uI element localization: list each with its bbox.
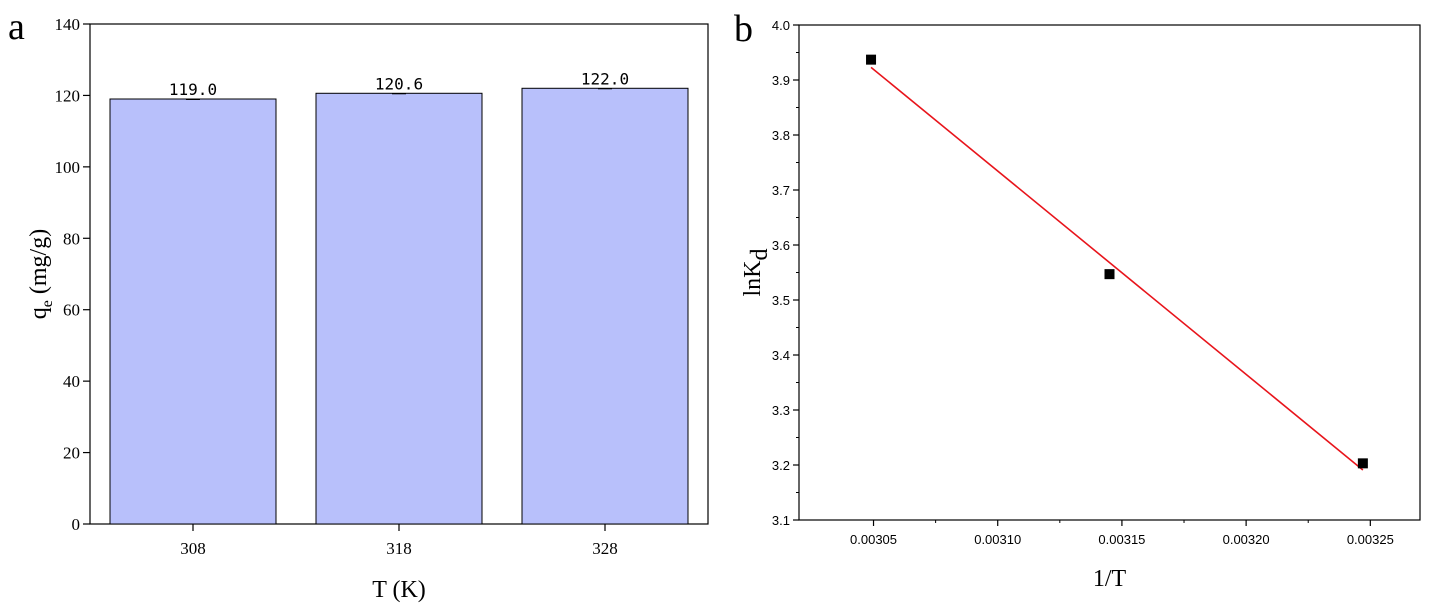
y-tick-label: 140 [55,15,81,34]
data-point [866,54,877,65]
y-tick-label: 120 [55,86,81,105]
y-axis-title-main: q [26,307,52,319]
y-tick-label: 3.4 [772,348,790,363]
x-tick-label: 0.00320 [1223,532,1270,547]
y-tick-label: 40 [63,372,80,391]
y-tick-label: 20 [63,444,80,463]
y-tick-label: 3.1 [772,513,790,528]
bar [315,92,483,525]
bar-value-label: 122.0 [581,69,629,88]
x-tick-label: 318 [386,539,412,558]
x-axis-title: 1/T [1093,566,1127,592]
scatter-chart-panel-b: 3.1 3.2 3.3 3.4 3.5 3.6 3.7 3.8 3.9 4.0 0.00305 0.0… [740,18,1421,592]
y-tick-label: 3.9 [772,73,790,88]
y-tick-label: 3.8 [772,128,790,143]
bar-chart-panel-a: 0 20 40 60 80 100 120 140 119.0 308 120.6 318 122.0 3… [26,15,709,603]
bar [109,98,277,525]
bar-value-label: 120.6 [375,74,423,93]
y-tick-label: 0 [72,515,81,534]
data-point [1104,269,1115,280]
y-tick-label: 80 [63,229,80,248]
y-axis-title-unit: (mg/g) [26,229,52,300]
fit-line [870,66,1364,471]
y-tick-label: 100 [55,158,81,177]
y-axis-title-sub: d [747,249,773,261]
panel-a-letter: a [8,6,25,48]
y-tick-label: 3.2 [772,458,790,473]
y-tick-label: 60 [63,301,80,320]
y-tick-label: 3.7 [772,183,790,198]
y-tick-label: 3.3 [772,403,790,418]
y-axis-title: qe (mg/g) [26,229,56,319]
x-tick-label: 0.00325 [1347,532,1394,547]
x-axis-title: T (K) [372,577,426,603]
y-tick-label: 3.5 [772,293,790,308]
bar-value-label: 119.0 [169,80,217,99]
x-tick-label: 0.00305 [850,532,897,547]
x-tick-label: 0.00310 [974,532,1021,547]
y-axis-title: lnKd [740,249,773,297]
y-tick-label: 3.6 [772,238,790,253]
panel-b-letter: b [734,8,753,50]
y-tick-label: 4.0 [772,18,790,33]
x-tick-label: 0.00315 [1098,532,1145,547]
bar [521,87,689,525]
data-point [1357,458,1368,469]
x-tick-label: 328 [592,539,618,558]
x-tick-label: 308 [180,539,206,558]
y-axis-title-main: lnK [740,260,766,297]
y-axis-title-sub: e [39,300,56,307]
